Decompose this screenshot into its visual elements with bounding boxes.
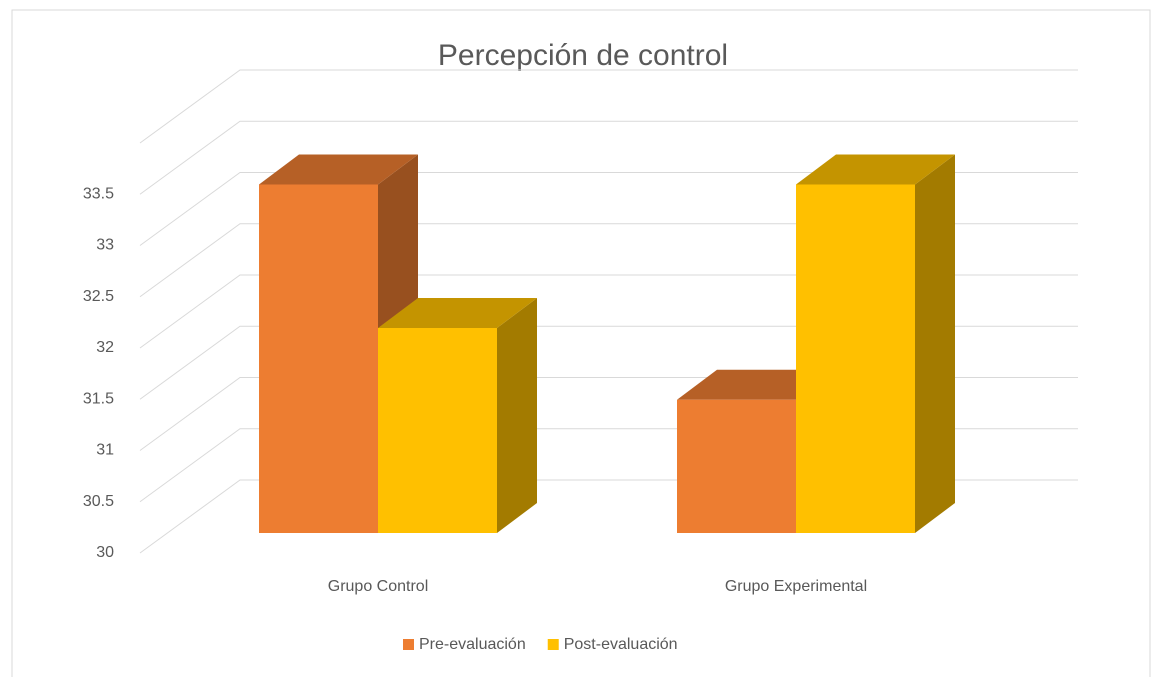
y-tick-label: 32	[96, 339, 114, 356]
bar-top	[259, 154, 418, 185]
bar-top	[796, 154, 955, 185]
y-tick-label: 33.5	[83, 185, 114, 202]
chart-title: Percepción de control	[438, 39, 728, 72]
grid-line	[139, 172, 1078, 246]
y-tick-label: 32.5	[83, 288, 114, 305]
legend-label: Pre-evaluación	[419, 636, 526, 653]
grid-line	[139, 69, 1078, 144]
legend-swatch	[547, 639, 559, 650]
y-tick-label: 30.5	[83, 493, 114, 510]
bar-side	[915, 154, 955, 533]
bar-side	[497, 298, 537, 533]
y-tick-label: 31	[96, 442, 114, 459]
chart-border	[11, 9, 1151, 677]
y-tick-label: 31.5	[83, 390, 114, 407]
bar-top	[378, 298, 537, 328]
x-tick-label: Grupo Control	[328, 578, 429, 595]
bar	[259, 184, 378, 533]
y-tick-label: 33	[96, 237, 114, 254]
bar	[796, 184, 915, 533]
y-tick-label: 30	[96, 544, 114, 561]
x-tick-label: Grupo Experimental	[725, 578, 867, 595]
legend-label: Post-evaluación	[564, 636, 678, 653]
bar	[677, 399, 796, 533]
grid-line	[139, 120, 1078, 195]
bar	[378, 328, 497, 533]
legend-swatch	[403, 639, 414, 650]
